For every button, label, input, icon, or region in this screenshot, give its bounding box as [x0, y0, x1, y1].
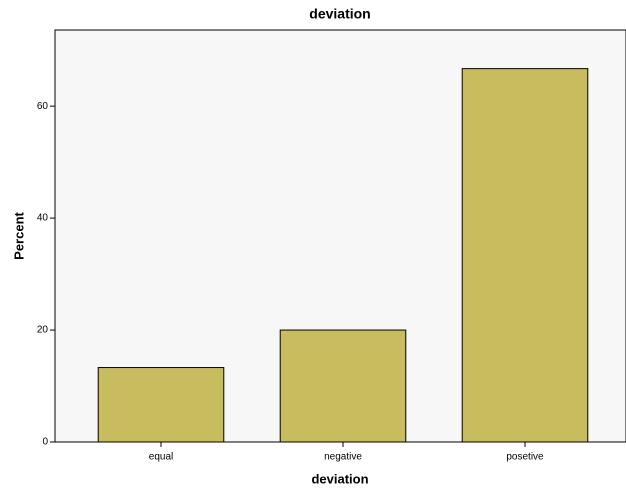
y-tick-label: 0: [42, 437, 48, 448]
y-tick-label: 20: [37, 325, 49, 336]
bar: [279, 329, 407, 443]
y-axis-label: Percent: [11, 211, 26, 259]
bar: [97, 367, 225, 443]
x-tick-label: negative: [324, 452, 362, 463]
y-tick-label: 40: [37, 213, 49, 224]
chart-title: deviation: [309, 6, 370, 22]
x-axis-label: deviation: [311, 471, 368, 486]
y-tick-label: 60: [37, 101, 49, 112]
bar: [461, 68, 589, 443]
x-tick-label: posetive: [506, 452, 544, 463]
x-tick-label: equal: [149, 452, 173, 463]
